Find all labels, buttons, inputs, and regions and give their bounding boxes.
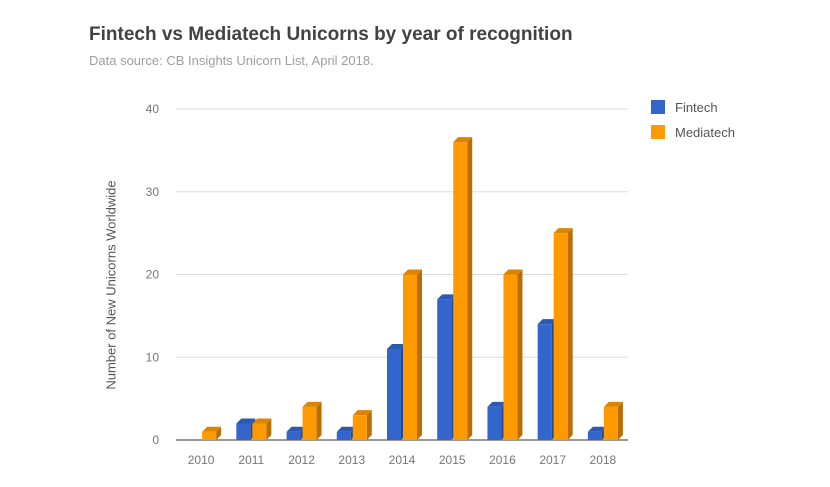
bar-side-mediatech-2018 [617, 401, 623, 440]
bar-front-mediatech-2016 [503, 274, 518, 440]
x-tick-2011: 2011 [238, 453, 264, 467]
bar-front-mediatech-2011 [252, 423, 267, 440]
bar-side-mediatech-2011 [266, 418, 272, 440]
bar-side-mediatech-2010 [216, 426, 222, 440]
x-tick-2016: 2016 [489, 453, 516, 467]
chart-subtitle: Data source: CB Insights Unicorn List, A… [89, 53, 374, 68]
bar-front-fintech-2013 [336, 431, 351, 440]
x-tick-2014: 2014 [389, 453, 416, 467]
bar-side-mediatech-2017 [567, 228, 573, 440]
bar-top-mediatech-2016 [503, 269, 523, 275]
bar-top-fintech-2013 [336, 426, 356, 432]
y-tick-0: 0 [152, 433, 159, 447]
x-tick-2010: 2010 [188, 453, 215, 467]
bar-top-mediatech-2017 [553, 228, 573, 234]
bar-mediatech-2010 [202, 426, 222, 440]
y-tick-20: 20 [146, 268, 160, 282]
bar-top-mediatech-2012 [302, 401, 322, 407]
bar-front-fintech-2011 [236, 423, 251, 440]
bar-mediatech-2016 [503, 269, 523, 440]
legend-item-mediatech[interactable]: Mediatech [651, 124, 735, 140]
bar-side-mediatech-2013 [366, 410, 372, 440]
bar-mediatech-2012 [302, 401, 322, 440]
legend: Fintech Mediatech [651, 100, 735, 150]
bar-front-mediatech-2010 [202, 431, 217, 440]
bar-front-fintech-2016 [487, 406, 502, 440]
bar-mediatech-2014 [403, 269, 422, 440]
bar-side-mediatech-2016 [517, 269, 523, 440]
legend-label-fintech: Fintech [675, 99, 718, 115]
bar-front-fintech-2015 [437, 299, 452, 440]
bar-top-mediatech-2010 [202, 426, 222, 432]
x-tick-2018: 2018 [590, 453, 617, 467]
bar-top-mediatech-2018 [603, 401, 623, 407]
bar-top-mediatech-2013 [352, 410, 372, 416]
legend-swatch-fintech [651, 100, 665, 114]
bar-top-fintech-2018 [587, 426, 607, 432]
bar-mediatech-2013 [352, 410, 372, 440]
y-tick-30: 30 [146, 185, 160, 199]
bar-mediatech-2018 [603, 401, 623, 440]
bar-top-fintech-2016 [487, 401, 507, 407]
x-tick-2012: 2012 [288, 453, 315, 467]
bar-front-mediatech-2013 [352, 415, 367, 440]
x-tick-2015: 2015 [439, 453, 466, 467]
bar-mediatech-2011 [252, 418, 272, 440]
y-tick-40: 40 [146, 102, 160, 116]
bar-top-fintech-2017 [537, 319, 557, 325]
legend-swatch-mediatech [651, 125, 665, 139]
bar-front-mediatech-2017 [553, 233, 568, 440]
x-tick-2013: 2013 [338, 453, 365, 467]
bar-top-fintech-2011 [236, 418, 256, 424]
bar-front-fintech-2014 [387, 348, 401, 440]
bar-front-mediatech-2015 [453, 142, 468, 440]
legend-item-fintech[interactable]: Fintech [651, 99, 735, 115]
bar-mediatech-2017 [553, 228, 573, 440]
bar-side-mediatech-2015 [467, 137, 473, 440]
bar-front-mediatech-2014 [403, 274, 417, 440]
bar-front-fintech-2012 [286, 431, 301, 440]
chart-title: Fintech vs Mediatech Unicorns by year of… [89, 24, 573, 45]
bar-mediatech-2015 [453, 137, 473, 440]
legend-label-mediatech: Mediatech [675, 124, 735, 140]
y-tick-10: 10 [146, 350, 160, 364]
bar-top-mediatech-2011 [252, 418, 272, 424]
x-tick-2017: 2017 [539, 453, 566, 467]
bar-top-mediatech-2015 [453, 137, 473, 143]
bar-front-mediatech-2018 [603, 406, 618, 440]
bar-side-mediatech-2012 [316, 401, 322, 440]
bar-front-fintech-2017 [537, 324, 552, 440]
bar-top-fintech-2015 [437, 294, 457, 300]
bar-front-mediatech-2012 [302, 406, 317, 440]
bar-top-fintech-2014 [387, 343, 406, 349]
bar-top-fintech-2012 [286, 426, 306, 432]
bar-top-mediatech-2014 [403, 269, 422, 275]
bar-front-fintech-2018 [587, 431, 602, 440]
bar-side-mediatech-2014 [417, 269, 422, 440]
